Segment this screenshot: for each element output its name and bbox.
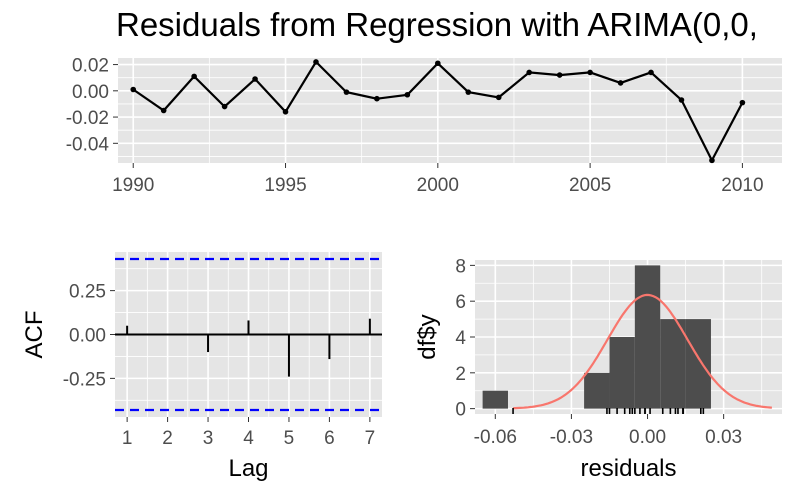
residual-point: [160, 107, 167, 114]
ts-y-tick-label: -0.04: [66, 134, 110, 155]
acf-x-tick-label: 7: [365, 428, 376, 449]
residual-point: [130, 86, 137, 93]
histogram-bar: [685, 319, 711, 409]
residual-point: [556, 72, 563, 78]
histogram-bar: [634, 265, 661, 409]
histogram-bar: [482, 390, 508, 409]
hist-y-tick-label: 6: [455, 292, 466, 313]
residual-point: [526, 69, 532, 76]
hist-y-tick-label: 4: [455, 328, 466, 349]
acf-x-axis-label: Lag: [228, 455, 268, 482]
residual-point: [435, 60, 441, 67]
ts-x-tick-label: 1995: [264, 175, 306, 196]
acf-x-tick-label: 2: [162, 428, 173, 449]
residual-point: [709, 157, 715, 164]
residual-point: [313, 59, 319, 65]
acf-y-axis-label: ACF: [21, 311, 48, 359]
ts-y-tick-label: 0.02: [72, 56, 109, 77]
hist-x-tick-label: 0.00: [629, 427, 666, 448]
acf-x-tick-label: 5: [284, 428, 295, 449]
residual-point: [739, 99, 746, 106]
ts-y-tick-label: -0.02: [66, 108, 109, 129]
residual-point: [465, 89, 472, 95]
residual-point: [282, 109, 289, 115]
hist-x-tick-label: -0.03: [550, 427, 593, 448]
residual-point: [495, 94, 502, 101]
ts-x-tick-label: 2005: [569, 175, 611, 196]
residual-point: [221, 103, 228, 110]
ts-y-tick-label: 0.00: [72, 82, 109, 103]
residual-point: [404, 91, 411, 98]
residual-point: [191, 73, 197, 80]
residual-point: [374, 95, 380, 102]
hist-x-axis-label: residuals: [580, 455, 676, 482]
residual-point: [252, 76, 258, 82]
hist-x-tick-label: -0.06: [474, 427, 517, 448]
acf-x-tick-label: 4: [243, 428, 254, 449]
hist-y-tick-label: 0: [455, 400, 466, 421]
acf-x-tick-label: 3: [203, 428, 214, 449]
hist-y-axis-label: df$y: [414, 314, 441, 359]
ts-x-tick-label: 2010: [721, 175, 763, 196]
residual-point: [587, 69, 593, 76]
acf-y-tick-label: -0.25: [63, 369, 106, 390]
residual-point: [678, 97, 685, 103]
histogram-bar: [584, 372, 610, 409]
acf-x-tick-label: 1: [122, 428, 133, 449]
histogram-bar: [660, 319, 686, 409]
acf-x-tick-label: 6: [324, 428, 335, 449]
hist-x-tick-label: 0.03: [705, 427, 742, 448]
acf-y-tick-label: 0.00: [69, 326, 106, 347]
ts-x-tick-label: 1990: [112, 175, 154, 196]
acf-y-tick-label: 0.25: [69, 282, 106, 303]
density-curve: [513, 293, 772, 410]
chart-title: Residuals from Regression with ARIMA(0,0…: [116, 6, 758, 43]
residual-point: [343, 89, 350, 95]
hist-y-tick-label: 2: [455, 364, 466, 385]
residual-point: [617, 80, 624, 86]
histogram-bar: [609, 337, 635, 409]
residual-point: [648, 69, 654, 76]
ts-x-tick-label: 2000: [417, 175, 459, 196]
hist-y-tick-label: 8: [455, 256, 466, 277]
